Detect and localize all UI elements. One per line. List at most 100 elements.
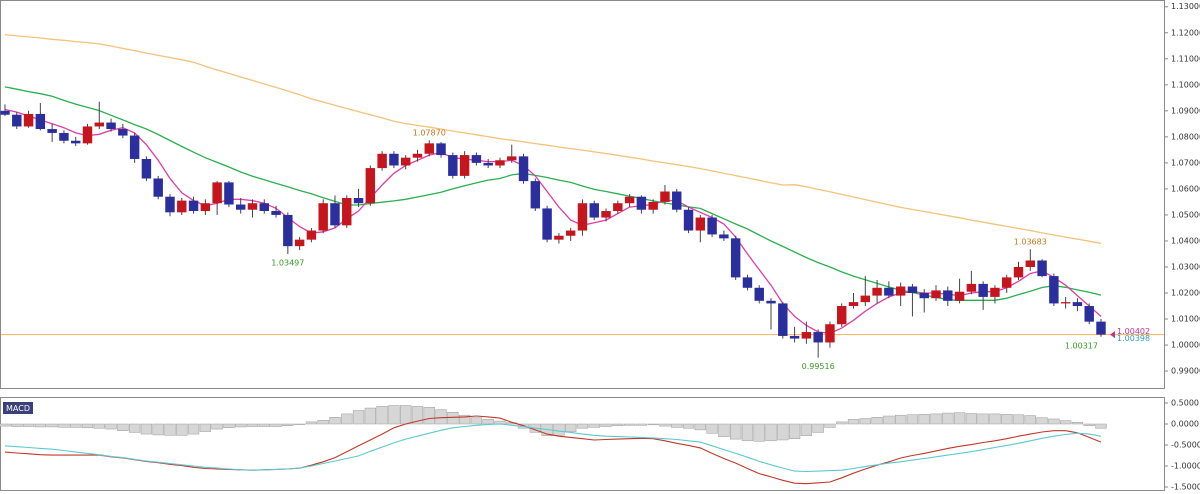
candle-body bbox=[235, 204, 246, 210]
histogram-bar bbox=[635, 423, 648, 426]
candle-body bbox=[153, 178, 163, 197]
y-tick-label: 0.99000 bbox=[1171, 367, 1200, 376]
histogram-bar bbox=[411, 406, 424, 425]
candle-body bbox=[35, 113, 46, 130]
candle-body bbox=[754, 287, 764, 301]
candle-body bbox=[1025, 260, 1036, 267]
candle-body bbox=[766, 300, 776, 304]
price-panel bbox=[0, 0, 1165, 389]
candle-body bbox=[695, 217, 706, 231]
candle-body bbox=[12, 114, 22, 127]
candle-body bbox=[954, 291, 965, 301]
candle-body bbox=[943, 290, 953, 301]
histogram-bar bbox=[800, 423, 813, 437]
histogram-bar bbox=[1095, 423, 1107, 429]
price-marker bbox=[1110, 331, 1115, 339]
histogram-bar bbox=[270, 423, 282, 427]
candle-body bbox=[613, 203, 623, 212]
histogram-bar bbox=[187, 423, 200, 435]
histogram-bar bbox=[553, 423, 565, 436]
histogram-bar bbox=[612, 423, 624, 426]
histogram-bar bbox=[812, 423, 824, 433]
histogram-bar bbox=[1083, 423, 1095, 426]
candle-body bbox=[59, 132, 69, 141]
histogram-bar bbox=[682, 423, 695, 429]
histogram-bar bbox=[706, 423, 718, 434]
histogram-bar bbox=[730, 423, 742, 440]
histogram-bar bbox=[1048, 418, 1060, 425]
histogram-bar bbox=[565, 423, 577, 432]
candle-body bbox=[23, 113, 34, 127]
histogram-bar bbox=[176, 423, 188, 436]
histogram-bar bbox=[235, 423, 247, 428]
candle-body bbox=[1096, 321, 1106, 335]
y-tick-label: 1.10000 bbox=[1171, 80, 1200, 89]
candle-body bbox=[448, 155, 458, 176]
moving-average bbox=[4, 33, 1102, 244]
candle-body bbox=[530, 181, 541, 209]
histogram-bar bbox=[140, 423, 153, 435]
candle-body bbox=[306, 230, 317, 240]
candle-body bbox=[648, 201, 658, 210]
histogram-bar bbox=[989, 413, 1001, 425]
candle-body bbox=[224, 182, 234, 205]
candle-body bbox=[436, 143, 446, 156]
histogram-bar bbox=[447, 411, 459, 425]
candle-body bbox=[1072, 302, 1083, 307]
y-tick-label: 1.08000 bbox=[1171, 132, 1200, 141]
histogram-bar bbox=[93, 423, 105, 429]
candle-body bbox=[47, 129, 57, 133]
candle-body bbox=[518, 156, 529, 182]
candle-body bbox=[978, 283, 988, 297]
candle-body bbox=[94, 122, 104, 127]
extreme-label: 1.07870 bbox=[413, 129, 446, 138]
candle-body bbox=[672, 191, 682, 210]
candle-body bbox=[730, 238, 741, 278]
histogram-bar bbox=[388, 405, 400, 425]
histogram-bar bbox=[364, 407, 376, 425]
candle-body bbox=[259, 203, 269, 212]
candle-body bbox=[283, 214, 293, 247]
histogram-bar bbox=[977, 413, 989, 425]
histogram-bar bbox=[70, 423, 82, 428]
histogram-bar bbox=[576, 423, 589, 429]
histogram-bar bbox=[965, 413, 978, 425]
y-tick-label: 1.11000 bbox=[1171, 54, 1200, 63]
candle-body bbox=[177, 200, 187, 213]
candle-body bbox=[106, 122, 116, 130]
histogram-bar bbox=[883, 415, 895, 425]
histogram-bar bbox=[906, 414, 919, 425]
candle-body bbox=[707, 217, 717, 235]
histogram-bar bbox=[117, 423, 129, 431]
candle-body bbox=[377, 153, 387, 169]
candle-body bbox=[554, 235, 564, 240]
histogram-bar bbox=[152, 423, 164, 436]
candle-body bbox=[884, 287, 894, 296]
histogram-bar bbox=[58, 423, 70, 428]
histogram-bar bbox=[600, 423, 612, 427]
histogram-bar bbox=[1012, 414, 1025, 425]
candle-body bbox=[895, 286, 906, 296]
candle-body bbox=[1049, 276, 1059, 304]
candle-body bbox=[825, 324, 835, 343]
histogram-bar bbox=[22, 423, 35, 427]
candle-body bbox=[400, 157, 411, 166]
candle-body bbox=[342, 198, 352, 226]
histogram-bar bbox=[400, 405, 412, 425]
candle-body bbox=[330, 203, 340, 226]
candle-body bbox=[660, 191, 670, 202]
histogram-bar bbox=[458, 414, 471, 425]
extreme-label: 1.03497 bbox=[271, 259, 304, 268]
candle-body bbox=[848, 302, 859, 307]
histogram-bar bbox=[329, 417, 341, 425]
histogram-bar bbox=[623, 423, 636, 426]
histogram-bar bbox=[246, 423, 259, 427]
candle-body bbox=[459, 155, 470, 176]
histogram-bar bbox=[435, 409, 447, 425]
histogram-bar bbox=[164, 423, 176, 436]
y-tick-label: 1.06000 bbox=[1171, 184, 1200, 193]
candle-body bbox=[507, 156, 517, 161]
histogram-bar bbox=[1024, 415, 1036, 425]
macd-panel bbox=[0, 397, 1165, 491]
